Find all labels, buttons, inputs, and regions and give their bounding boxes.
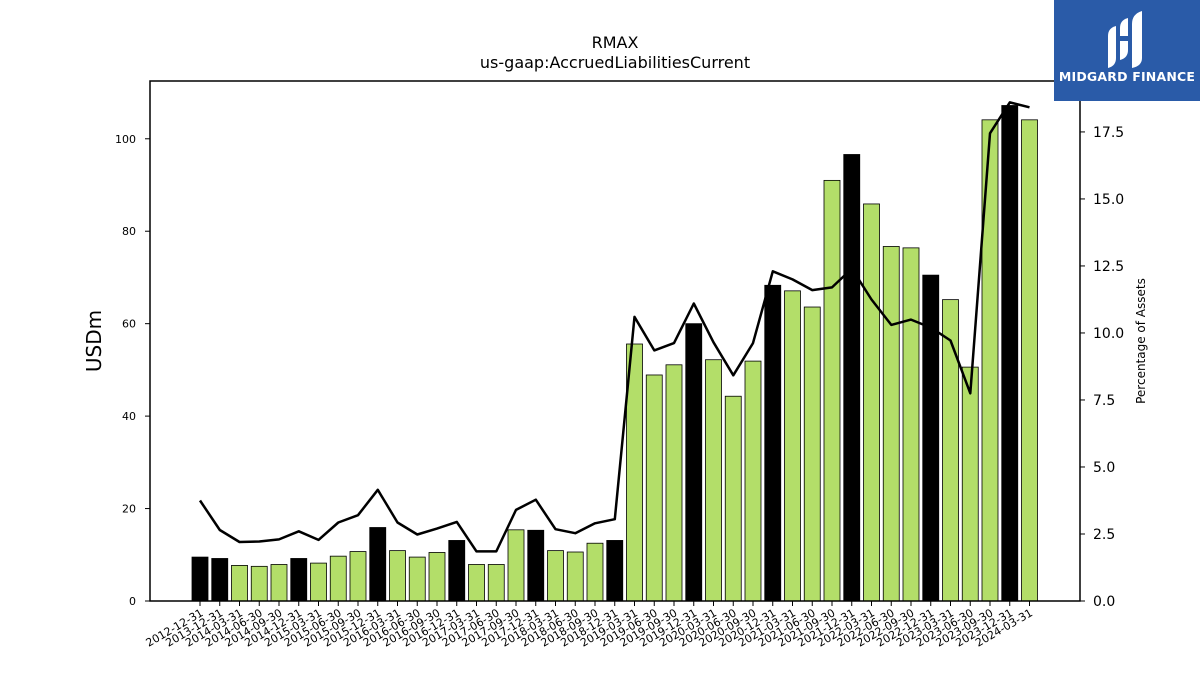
bar — [369, 527, 387, 602]
y2-tick-label: 0.0 — [1093, 594, 1115, 610]
bar — [586, 542, 604, 602]
bar-series — [191, 105, 1038, 602]
chart-subtitle: us-gaap:AccruedLiabilitiesCurrent — [480, 53, 750, 72]
bar — [843, 154, 861, 602]
chart-title: RMAX — [592, 33, 639, 52]
bar — [310, 562, 327, 602]
bar — [231, 565, 248, 602]
bar — [1021, 119, 1038, 602]
bar — [645, 374, 663, 602]
bar — [784, 290, 801, 602]
bar — [290, 558, 308, 602]
y2-tick-label: 15.0 — [1093, 192, 1124, 208]
bar — [487, 564, 505, 602]
y-tick-label: 0 — [129, 595, 136, 608]
plot-frame — [149, 80, 1081, 602]
bar — [764, 284, 782, 602]
bar — [882, 246, 900, 602]
y2-axis-ticks: 0.0 2.5 5.0 7.5 10.0 12.5 15.0 17.5 — [1080, 125, 1124, 610]
bar — [823, 179, 841, 602]
bar — [902, 247, 920, 602]
bar — [408, 556, 426, 602]
bar — [468, 564, 485, 602]
bar — [448, 540, 466, 602]
bar — [705, 359, 722, 602]
y2-tick-label: 2.5 — [1093, 527, 1115, 543]
bar — [191, 556, 209, 602]
bar — [270, 564, 288, 602]
bar — [863, 203, 880, 602]
brand-logo: MIDGARD FINANCE — [1054, 0, 1200, 101]
bar — [349, 551, 367, 602]
y-axis-label: USDm — [82, 310, 106, 372]
x-axis-ticks: 2012-12-312013-12-312014-03-312014-06-30… — [144, 601, 1035, 650]
bar — [566, 551, 584, 602]
bar — [547, 550, 564, 602]
y-tick-label: 60 — [122, 318, 136, 331]
bar — [803, 306, 821, 602]
percentage-line — [198, 101, 1030, 553]
bar — [250, 565, 268, 602]
y-tick-label: 40 — [122, 410, 136, 423]
brand-name: MIDGARD FINANCE — [1058, 69, 1196, 84]
bar — [744, 360, 762, 602]
y-axis-ticks: 0 20 40 60 80 100 — [115, 133, 150, 608]
y2-tick-label: 17.5 — [1093, 125, 1124, 141]
bar — [389, 550, 406, 602]
y-tick-label: 20 — [122, 503, 136, 516]
bar — [606, 540, 624, 602]
y2-tick-label: 5.0 — [1093, 460, 1115, 476]
bar — [211, 558, 229, 602]
y-tick-label: 80 — [122, 225, 136, 238]
y-tick-label: 100 — [115, 133, 136, 146]
bar — [685, 323, 703, 602]
bar — [942, 299, 959, 602]
y2-tick-label: 7.5 — [1093, 393, 1115, 409]
y2-tick-label: 12.5 — [1093, 259, 1124, 275]
bar — [1001, 105, 1019, 602]
bar — [665, 364, 683, 602]
line-series — [198, 101, 1030, 553]
bar — [428, 552, 446, 602]
bar — [724, 395, 742, 602]
bar — [507, 529, 525, 602]
bar — [329, 555, 347, 602]
midgard-logo-icon — [1108, 11, 1142, 68]
bar — [961, 366, 979, 602]
y2-axis-label: Percentage of Assets — [1134, 278, 1148, 404]
bar — [527, 529, 545, 602]
y2-tick-label: 10.0 — [1093, 326, 1124, 342]
